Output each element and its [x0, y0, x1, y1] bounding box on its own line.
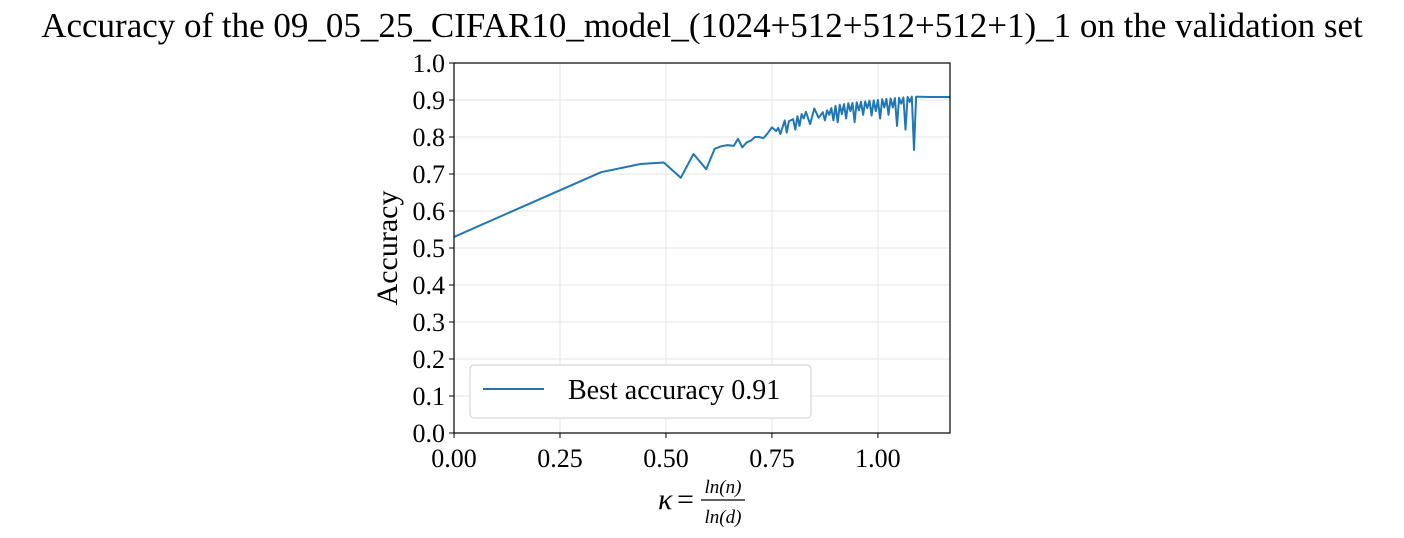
- y-tick-label: 0.2: [413, 345, 446, 374]
- x-axis-label-symbol: κ: [658, 483, 673, 516]
- y-axis-label: Accuracy: [371, 191, 404, 306]
- chart-title: Accuracy of the 09_05_25_CIFAR10_model_(…: [41, 6, 1363, 45]
- x-tick-label: 1.00: [855, 444, 901, 473]
- x-tick-label: 0.00: [431, 444, 477, 473]
- y-tick-label: 0.0: [413, 419, 446, 448]
- y-tick-label: 0.8: [413, 123, 446, 152]
- legend: Best accuracy 0.91: [469, 364, 812, 419]
- y-tick-label: 0.1: [413, 382, 446, 411]
- x-tick-label: 0.25: [537, 444, 583, 473]
- y-tick-label: 0.4: [413, 271, 446, 300]
- plot-lines: [453, 95, 950, 238]
- x-tick-label: 0.50: [643, 444, 689, 473]
- y-tick-label: 0.3: [413, 308, 446, 337]
- series-line-0: [453, 95, 950, 238]
- x-axis-label: κ = ln(n) ln(d): [658, 477, 745, 528]
- y-tick-label: 0.5: [413, 234, 446, 263]
- y-tick-label: 0.9: [413, 86, 446, 115]
- x-tick-label: 0.75: [749, 444, 795, 473]
- y-tick-label: 0.7: [413, 160, 446, 189]
- legend-label: Best accuracy 0.91: [568, 375, 780, 406]
- x-axis-label-equals: =: [677, 483, 694, 516]
- x-ticks: 0.00 0.25 0.50 0.75 1.00: [431, 433, 901, 473]
- x-axis-label-denominator: ln(d): [705, 507, 742, 528]
- legend-box: [469, 364, 812, 419]
- y-tick-label: 1.0: [413, 49, 446, 78]
- y-tick-label: 0.6: [413, 197, 446, 226]
- x-axis-label-numerator: ln(n): [705, 477, 742, 498]
- y-ticks: 0.0 0.1 0.2 0.3 0.4 0.5 0.6 0.7 0.8 0.9 1.0: [413, 49, 454, 448]
